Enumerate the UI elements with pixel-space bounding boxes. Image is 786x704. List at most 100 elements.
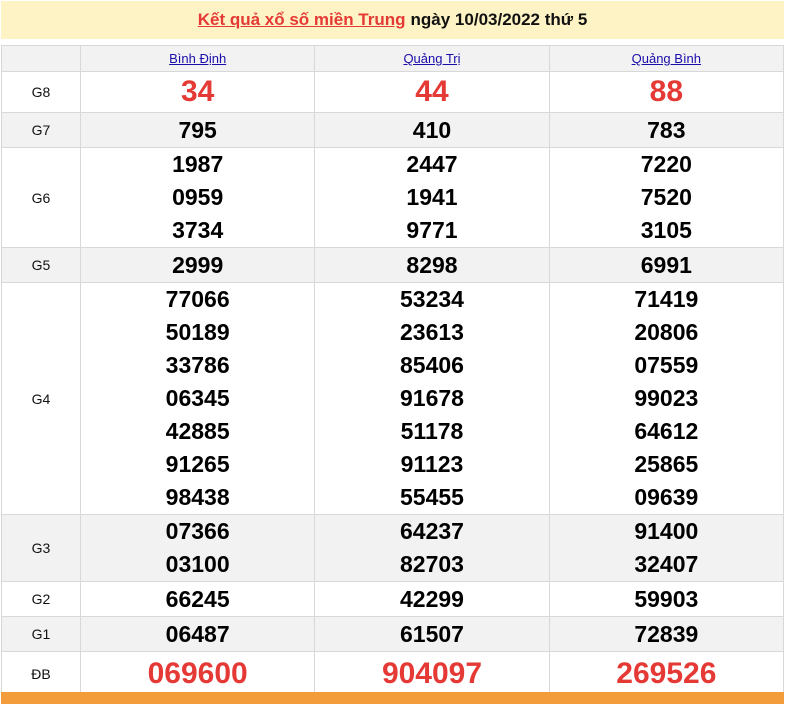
results-title: Kết quả xổ số miền Trung ngày 10/03/2022… [1, 1, 784, 39]
prize-number: 42885 [165, 418, 230, 444]
prize-number: 6991 [640, 251, 692, 278]
prize-cell: 88 [548, 71, 785, 113]
prize-cell: 7220 7520 3105 [548, 147, 785, 248]
prize-number: 55455 [400, 484, 464, 510]
prize-number: 20806 [634, 319, 699, 345]
province-header: Quảng Bình [548, 45, 785, 72]
prize-row-g2: G2 66245 42299 59903 [1, 581, 785, 617]
prize-number: 91265 [165, 451, 230, 477]
prize-number: 795 [178, 116, 217, 143]
prize-cell: 91400 32407 [548, 514, 785, 582]
prize-number: 25865 [634, 451, 699, 477]
prize-number: 85406 [400, 352, 464, 378]
prize-cell: 64237 82703 [314, 514, 550, 582]
prize-cell: 61507 [314, 616, 550, 652]
prize-label: G4 [1, 282, 81, 515]
prize-number: 66245 [165, 585, 230, 612]
prize-number: 0959 [172, 184, 224, 210]
prize-number: 904097 [381, 657, 483, 690]
prize-number: 09639 [634, 484, 699, 510]
prize-cell: 72839 [548, 616, 785, 652]
prize-number: 783 [647, 116, 686, 143]
prize-number: 59903 [634, 585, 699, 612]
prize-number: 2999 [172, 251, 224, 278]
prize-row-g6: G6 1987 0959 3734 2447 1941 9771 7220 7520 3105 [1, 147, 785, 248]
prize-number: 7220 [640, 151, 692, 177]
prize-cell: 59903 [548, 581, 785, 617]
prize-row-g3: G3 07366 03100 64237 82703 91400 32407 [1, 514, 785, 582]
prize-number: 61507 [400, 620, 464, 647]
prize-number: 50189 [165, 319, 230, 345]
prize-number: 1941 [406, 184, 458, 210]
prize-row-g4: G4 77066 50189 33786 06345 42885 91265 98438 532… [1, 282, 785, 515]
prize-number: 410 [412, 116, 452, 143]
prize-number: 7520 [640, 184, 692, 210]
province-header-row: Bình Định Quảng Trị Quảng Bình [1, 45, 785, 72]
prize-number: 64237 [400, 518, 464, 544]
prize-row-g5: G5 2999 8298 6991 [1, 247, 785, 283]
prize-cell: 2447 1941 9771 [314, 147, 550, 248]
prize-label: G6 [1, 147, 81, 248]
province-link[interactable]: Bình Định [169, 51, 227, 66]
prize-number: 1987 [172, 151, 224, 177]
prize-cell: 77066 50189 33786 06345 42885 91265 98438 [79, 282, 316, 515]
prize-cell: 410 [314, 112, 550, 148]
prize-row-đb: ĐB 069600 904097 269526 [1, 651, 785, 697]
prize-cell: 53234 23613 85406 91678 51178 91123 55455 [314, 282, 550, 515]
prize-number: 77066 [165, 286, 230, 312]
prize-number: 33786 [165, 352, 230, 378]
prize-number: 91123 [400, 451, 464, 477]
prize-number: 32407 [634, 551, 699, 577]
prize-label: G2 [1, 581, 81, 617]
prize-number: 91678 [400, 385, 464, 411]
prize-cell: 8298 [314, 247, 550, 283]
prize-number: 069600 [147, 657, 248, 690]
prize-number: 269526 [616, 657, 717, 690]
prize-number: 42299 [400, 585, 464, 612]
prize-number: 88 [649, 75, 684, 108]
province-link[interactable]: Quảng Bình [631, 51, 702, 66]
empty-header-cell [1, 45, 81, 72]
title-link[interactable]: Kết quả xổ số miền Trung [197, 10, 406, 29]
prize-number: 8298 [406, 251, 458, 278]
prize-number: 06345 [165, 385, 230, 411]
prize-cell: 66245 [79, 581, 316, 617]
prize-cell: 2999 [79, 247, 316, 283]
prize-label: ĐB [1, 651, 81, 697]
prize-cell: 42299 [314, 581, 550, 617]
prize-number: 51178 [400, 418, 464, 444]
prize-label: G3 [1, 514, 81, 582]
prize-row-g1: G1 06487 61507 72839 [1, 616, 785, 652]
prize-label: G1 [1, 616, 81, 652]
prize-cell: 904097 [314, 651, 550, 697]
prize-label: G8 [1, 71, 81, 113]
prize-number: 2447 [406, 151, 458, 177]
prize-label: G7 [1, 112, 81, 148]
prize-number: 98438 [165, 484, 230, 510]
prize-cell: 71419 20806 07559 99023 64612 25865 09639 [548, 282, 785, 515]
prize-cell: 34 [79, 71, 316, 113]
prize-cell: 07366 03100 [79, 514, 316, 582]
province-header: Quảng Trị [314, 45, 550, 72]
results-table: Bình Định Quảng Trị Quảng Bình G8 34 44 88 G… [1, 45, 785, 697]
prize-number: 82703 [400, 551, 464, 577]
province-link[interactable]: Quảng Trị [403, 51, 461, 66]
prize-number: 53234 [400, 286, 464, 312]
province-header: Bình Định [79, 45, 316, 72]
prize-number: 23613 [400, 319, 464, 345]
prize-number: 03100 [165, 551, 230, 577]
prize-label: G5 [1, 247, 81, 283]
prize-number: 07559 [634, 352, 699, 378]
footer-bar [1, 692, 784, 704]
prize-cell: 44 [314, 71, 550, 113]
prize-cell: 069600 [79, 651, 316, 697]
prize-number: 06487 [165, 620, 230, 647]
prize-cell: 783 [548, 112, 785, 148]
prize-cell: 6991 [548, 247, 785, 283]
prize-cell: 06487 [79, 616, 316, 652]
prize-number: 99023 [634, 385, 699, 411]
prize-number: 91400 [634, 518, 699, 544]
prize-number: 3734 [172, 217, 224, 243]
prize-number: 44 [415, 75, 449, 108]
prize-row-g7: G7 795 410 783 [1, 112, 785, 148]
